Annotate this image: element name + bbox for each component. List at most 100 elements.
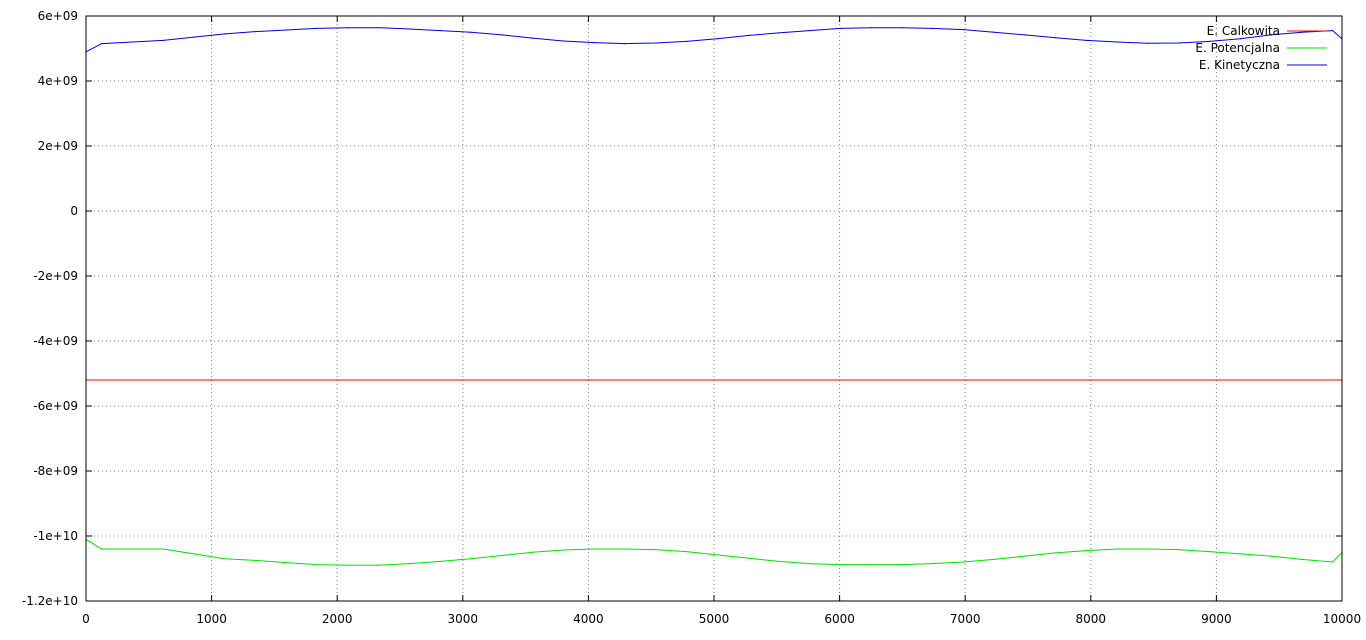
data-point <box>962 29 964 31</box>
data-point <box>901 27 903 29</box>
data-point <box>224 558 226 560</box>
data-point <box>1239 553 1241 555</box>
legend-label-e-potencjalna: E. Potencjalna <box>1195 41 1280 55</box>
data-point <box>408 28 411 30</box>
data-point <box>1055 37 1057 39</box>
y-tick-label: 0 <box>70 204 78 218</box>
data-point <box>624 548 626 550</box>
data-point <box>901 564 903 566</box>
data-point <box>1024 555 1026 557</box>
data-point <box>778 32 780 34</box>
data-point <box>1270 555 1272 557</box>
data-point <box>131 548 134 550</box>
data-point <box>1331 30 1334 32</box>
axis-ticks: 6e+09 4e+09 2e+09 0 -2e+09 -4e+09 -6e+09 -8e+09… <box>22 9 1361 626</box>
x-tick-label: 6000 <box>824 612 855 626</box>
data-point <box>1147 548 1149 550</box>
data-point <box>747 557 749 559</box>
data-point <box>654 549 657 551</box>
x-tick-label: 5000 <box>699 612 730 626</box>
data-point <box>131 41 134 43</box>
data-point <box>839 27 841 29</box>
data-point <box>1178 42 1180 44</box>
data-point <box>1208 551 1211 553</box>
data-point <box>224 33 226 35</box>
data-point <box>378 27 380 29</box>
x-tick-label: 4000 <box>573 612 604 626</box>
data-point <box>839 564 841 566</box>
data-point <box>685 551 687 553</box>
data-point <box>1301 558 1303 561</box>
data-point <box>285 29 287 31</box>
data-point <box>1116 548 1118 550</box>
y-tick-label: 6e+09 <box>38 9 78 23</box>
data-point <box>931 563 934 565</box>
data-point <box>347 564 349 566</box>
data-point <box>531 37 534 39</box>
data-point <box>593 548 595 550</box>
data-point <box>1147 42 1149 44</box>
data-point <box>162 548 164 550</box>
y-tick-label: -8e+09 <box>33 464 78 478</box>
data-point <box>501 34 503 36</box>
data-point <box>1331 561 1334 563</box>
data-point <box>993 31 995 33</box>
data-point <box>778 560 780 562</box>
data-point <box>254 559 257 561</box>
data-point <box>1085 550 1088 552</box>
legend: E. Calkowita E. Potencjalna E. Kinetyczna <box>1195 24 1327 72</box>
data-point <box>378 564 380 566</box>
data-point <box>870 27 872 29</box>
legend-label-e-calkowita: E. Calkowita <box>1207 24 1280 38</box>
data-point <box>716 554 718 556</box>
data-point <box>101 43 103 45</box>
data-point <box>254 31 257 33</box>
data-point <box>193 553 195 555</box>
data-point <box>808 30 811 32</box>
data-point <box>408 563 411 565</box>
data-point <box>470 558 472 560</box>
legend-label-e-kinetyczna: E. Kinetyczna <box>1199 58 1280 72</box>
data-point <box>593 42 595 44</box>
data-point <box>624 43 626 45</box>
x-tick-label: 7000 <box>950 612 981 626</box>
data-point <box>562 40 564 42</box>
data-point <box>1178 549 1180 551</box>
data-point <box>808 563 811 565</box>
data-point <box>1116 41 1118 43</box>
data-point <box>1239 38 1241 40</box>
data-point <box>931 27 934 29</box>
y-tick-label: -6e+09 <box>33 399 78 413</box>
y-tick-label: -4e+09 <box>33 334 78 348</box>
data-point <box>439 560 441 562</box>
data-point <box>562 549 564 551</box>
data-point <box>1270 34 1272 36</box>
data-point <box>162 39 164 41</box>
data-point <box>685 40 687 42</box>
data-point <box>439 30 441 32</box>
data-point <box>285 562 287 564</box>
x-tick-label: 1000 <box>196 612 227 626</box>
x-tick-label: 0 <box>82 612 90 626</box>
y-tick-label: -2e+09 <box>33 269 78 283</box>
grid <box>86 16 1342 601</box>
data-point <box>316 564 318 566</box>
y-tick-label: -1.2e+10 <box>22 594 78 608</box>
data-point <box>962 561 964 563</box>
y-tick-label: 2e+09 <box>38 139 78 153</box>
data-point <box>316 27 318 29</box>
x-tick-label: 8000 <box>1076 612 1107 626</box>
y-tick-label: -1e+10 <box>33 529 78 543</box>
data-point <box>654 42 657 44</box>
data-point <box>993 558 995 561</box>
y-tick-label: 4e+09 <box>38 74 78 88</box>
data-point <box>347 27 349 29</box>
data-point <box>1024 34 1026 36</box>
data-point <box>747 34 749 37</box>
x-tick-label: 2000 <box>322 612 353 626</box>
x-tick-label: 3000 <box>448 612 479 626</box>
data-point <box>501 554 503 557</box>
data-point <box>1301 31 1303 33</box>
